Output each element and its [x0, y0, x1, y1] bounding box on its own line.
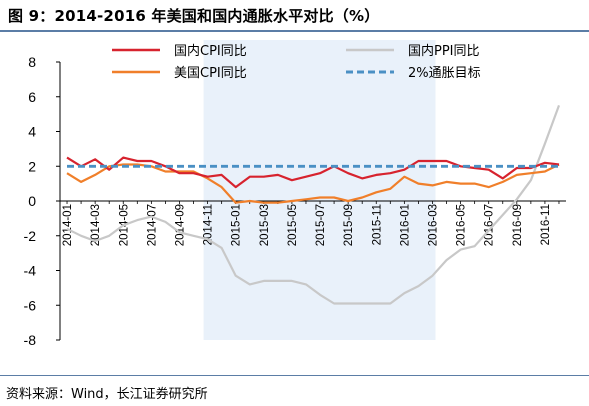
x-tick-label: 2015-07: [315, 204, 327, 246]
legend-label-cn_cpi: 国内CPI同比: [174, 43, 247, 59]
shaded-period: [203, 40, 436, 340]
y-tick-label: -8: [24, 332, 37, 348]
legend-label-target: 2%通胀目标: [408, 66, 481, 81]
title-rule: [0, 30, 589, 32]
series-line-cn_ppi: [66, 105, 561, 305]
series-line-cn_cpi: [66, 156, 560, 189]
x-tick-label: 2014-09: [174, 204, 186, 246]
legend-label-us_cpi: 美国CPI同比: [174, 66, 247, 81]
y-axis: -8 -6 -4 -2 0 2 4 6 8: [24, 54, 61, 348]
x-tick-label: 2014-03: [90, 204, 102, 246]
x-tick-label: 2015-11: [371, 204, 383, 245]
y-tick-label: 6: [28, 89, 36, 105]
x-tick-label: 2015-09: [343, 204, 355, 246]
y-tick-label: 8: [28, 54, 36, 70]
y-tick-label: -6: [24, 297, 37, 313]
x-tick-label: 2015-05: [287, 204, 299, 246]
x-tick-label: 2016-05: [456, 204, 468, 246]
bottom-rule: [0, 375, 589, 376]
x-tick-label: 2015-01: [231, 204, 243, 246]
y-tick-label: 0: [28, 193, 36, 209]
x-tick-label: 2014-07: [146, 204, 158, 246]
legend-label-cn_ppi: 国内PPI同比: [408, 43, 480, 59]
x-tick-label: 2016-03: [427, 204, 439, 246]
y-tick-label: 2: [28, 158, 36, 174]
y-tick-label: -2: [24, 228, 37, 244]
x-tick-label: 2016-07: [484, 204, 496, 246]
x-tick-label: 2016-09: [512, 204, 524, 246]
series-layer: [66, 105, 561, 305]
y-tick-label: -4: [24, 263, 37, 279]
source-note: 资料来源：Wind，长江证券研究所: [6, 387, 208, 402]
figure-title: 图 9：2014-2016 年美国和国内通胀水平对比（%）: [8, 7, 380, 25]
y-tick-label: 4: [28, 124, 36, 140]
x-tick-label: 2016-01: [399, 204, 411, 246]
x-tick-label: 2016-11: [540, 204, 552, 245]
x-tick-label: 2015-03: [259, 204, 271, 246]
x-tick-label: 2014-01: [62, 204, 74, 246]
x-axis: 2014-01 2014-03 2014-05 2014-07 2014-09 2014-…: [60, 200, 566, 246]
x-tick-label: 2014-11: [203, 204, 215, 245]
